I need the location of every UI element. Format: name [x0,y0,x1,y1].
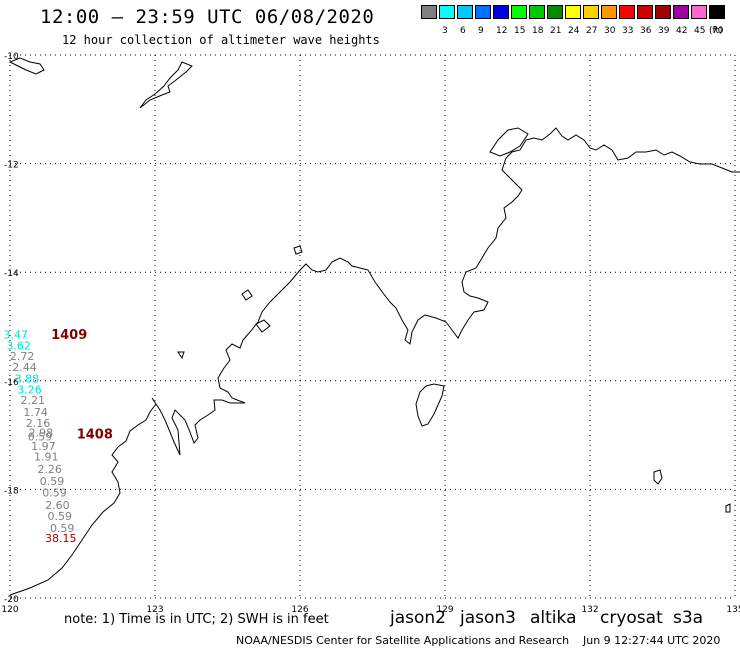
chart-title: 12:00 – 23:59 UTC 06/08/2020 [40,6,375,28]
satellite-jason3: jason3 [460,608,516,628]
track-time: 1408 [77,427,113,442]
legend-swatch [673,5,689,19]
lon-label: 123 [146,605,163,615]
legend-swatch [511,5,527,19]
longitude-labels: 120 123 126 129 132 135 [1,605,740,615]
legend-swatch [421,5,437,19]
satellite-altika: altika [530,608,577,628]
legend-label: 36 [640,26,652,36]
wave-height-value: 0.59 [28,431,53,444]
lat-label: -18 [4,486,19,496]
island-timor-coast [139,61,193,109]
wave-height-value: 0.59 [42,486,67,499]
island-small-e [725,503,731,513]
wave-height-value: 1.97 [31,440,56,453]
lat-label: -12 [4,161,19,171]
legend-swatch [439,5,455,19]
lat-label: -14 [4,269,19,279]
island-small-b [255,319,271,333]
lon-label: 135 [726,605,740,615]
wave-height-value: 0.59 [50,522,75,535]
legend-label: 18 [532,26,544,36]
legend-label: 39 [658,26,670,36]
wave-height-value: 0.59 [48,510,73,523]
latitude-labels: -10 -12 -14 -16 -18 -20 [4,52,19,605]
track-time-labels: 1409 1408 [51,328,113,442]
lat-lon-grid [9,54,736,599]
legend-label: 21 [550,26,562,36]
legend-label: 15 [514,26,526,36]
wave-height-value: 2.98 [29,427,54,440]
lon-label: 129 [436,605,453,615]
wave-height-value: 3.88 [15,372,40,385]
legend-label: 70 [712,26,724,36]
legend-swatch [565,5,581,19]
lat-label: -20 [4,595,19,605]
lon-label: 132 [581,605,598,615]
legend-swatch [709,5,725,19]
wave-height-value: 0.59 [40,475,65,488]
wave-height-value: 3.62 [6,339,31,352]
wave-height-value: 3.26 [17,383,42,396]
wave-height-value: 2.16 [26,417,51,430]
lat-label: -16 [4,378,19,388]
legend-label: 33 [622,26,634,36]
legend-label: 3 [442,26,448,36]
legend-swatch [457,5,473,19]
legend-swatch [601,5,617,19]
legend-label: 30 [604,26,616,36]
island-small-d [293,245,303,255]
wave-height-value: 1.91 [34,451,59,464]
note-text: note: 1) Time is in UTC; 2) SWH is in fe… [64,612,329,627]
legend-label: 12 [496,26,508,36]
legend-swatch [619,5,635,19]
legend-swatch [655,5,671,19]
satellite-s3a: s3a [673,608,704,628]
wave-height-value: 2.26 [37,463,62,476]
satellite-cryosat: cryosat [600,608,663,628]
legend-swatch [475,5,491,19]
lat-label: -10 [4,52,19,62]
chart-subtitle: 12 hour collection of altimeter wave hei… [62,33,380,47]
satellite-jason2: jason2 [390,608,446,628]
legend-label: 27 [586,26,598,36]
legend-unit: (ft) [709,26,723,36]
island-rote [8,57,45,75]
legend-swatch [547,5,563,19]
wave-height-value: 2.72 [10,350,35,363]
coastline [8,57,740,596]
island-bathurst [415,383,445,427]
legend-swatch [493,5,509,19]
lon-label: 120 [1,605,18,615]
timestamp-text: Jun 9 12:27:44 UTC 2020 [583,634,721,647]
coastline-kimberley [9,127,740,596]
legend-swatch [529,5,545,19]
wave-height-value: 2.21 [20,394,45,407]
legend-label: 9 [478,26,484,36]
island-groote [653,469,663,485]
island-small-a [241,289,253,301]
track-time: 1409 [51,328,87,343]
credit-text: NOAA/NESDIS Center for Satellite Applica… [236,634,570,647]
wave-height-value: 1.74 [23,406,48,419]
coastline-north-point [489,127,529,157]
wave-height-value: 3.47 [4,328,29,341]
wave-height-value: 2.44 [12,361,37,374]
legend-label: 45 [694,26,706,36]
legend-swatch [583,5,599,19]
legend-swatch [691,5,707,19]
island-small-c [177,351,185,360]
legend-label: 42 [676,26,688,36]
wave-height-value: 2.60 [45,499,70,512]
legend-label: 6 [460,26,466,36]
lon-label: 126 [291,605,308,615]
legend-label: 24 [568,26,580,36]
wave-height-value: 38.15 [45,532,77,545]
legend-swatch [637,5,653,19]
observation-labels: 3.473.622.722.443.883.262.211.742.162.98… [4,328,77,545]
